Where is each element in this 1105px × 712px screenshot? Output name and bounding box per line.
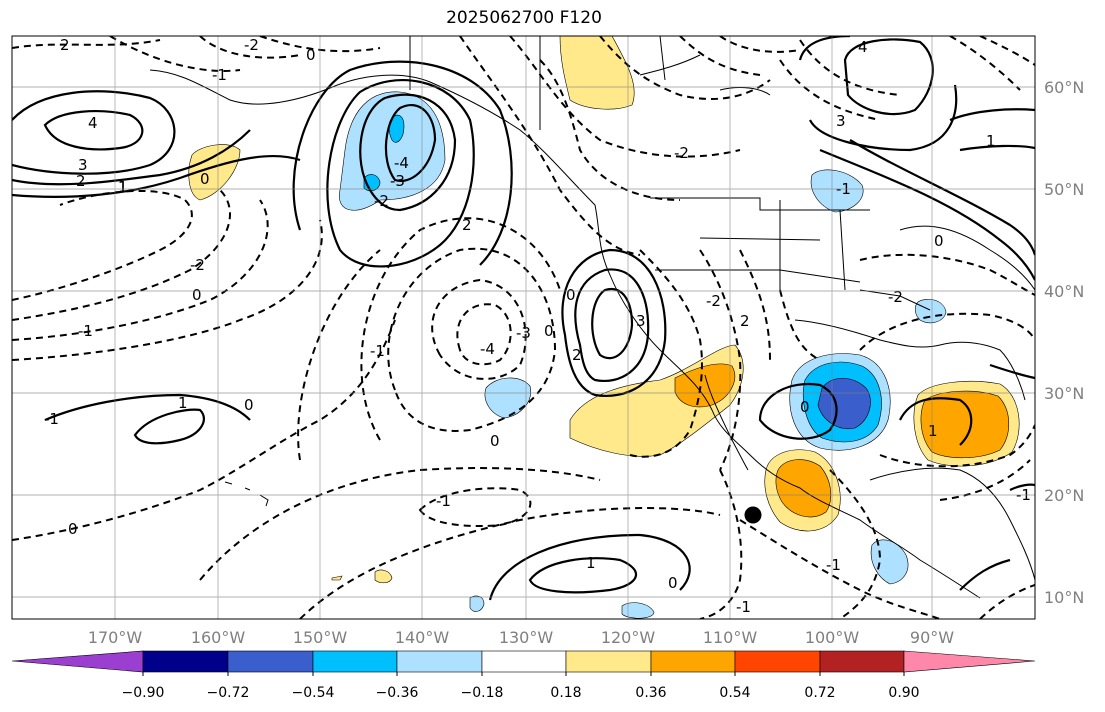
- contour-label: 2: [572, 346, 582, 364]
- contour-label: -2: [674, 144, 689, 162]
- colorbar-ticks: [142, 672, 905, 676]
- map-panel: 2 -2 -1 0 4 3 2 1 0 -4 -3 -2 1 0 -1 2 -2…: [12, 36, 1035, 619]
- colorbar-tick-label: 0.72: [804, 685, 835, 701]
- longitude-labels: 170°W 160°W 150°W 140°W 130°W 120°W 110°…: [88, 628, 954, 647]
- contour-label: 0: [934, 232, 944, 250]
- colorbar-tick-labels: −0.90 −0.72 −0.54 −0.36 −0.18 0.18 0.36 …: [122, 685, 920, 701]
- colorbar: [11, 650, 1036, 673]
- storm-center-dot: [744, 506, 762, 524]
- contour-label: -3: [516, 324, 531, 342]
- contours-dashed: [12, 36, 1035, 619]
- lat-label: 50°N: [1044, 180, 1084, 199]
- contour-label: 0: [68, 520, 78, 538]
- colorbar-tick-label: −0.90: [122, 685, 165, 701]
- contour-label: 2: [60, 36, 70, 54]
- contour-label: 1: [586, 554, 596, 572]
- lat-label: 20°N: [1044, 486, 1084, 505]
- contour-label: 2: [740, 312, 750, 330]
- contour-label: 4: [858, 38, 868, 56]
- contour-label: 0: [668, 574, 678, 592]
- contour-label: -2: [244, 36, 259, 54]
- contours-solid: [12, 36, 1035, 601]
- contour-label: 1: [118, 178, 128, 196]
- contour-label: 2: [462, 216, 472, 234]
- colorbar-tick-label: −0.72: [207, 685, 250, 701]
- chart-title: 2025062700 F120: [446, 8, 602, 28]
- lon-label: 150°W: [293, 628, 348, 647]
- lat-label: 10°N: [1044, 588, 1084, 607]
- contour-label: 1: [928, 422, 938, 440]
- colorbar-tick-label: −0.36: [376, 685, 419, 701]
- lon-label: 140°W: [395, 628, 450, 647]
- contour-label: 1: [118, 178, 128, 196]
- contour-label: -2: [374, 192, 389, 210]
- contour-labels: 2 -2 -1 0 4 3 2 1 0 -4 -3 -2 1 0 -1 2 -2…: [44, 36, 1031, 616]
- lon-label: 160°W: [191, 628, 246, 647]
- contour-label: -2: [190, 256, 205, 274]
- contour-label: 1: [986, 132, 996, 150]
- contour-label: 0: [192, 286, 202, 304]
- contour-label: -1: [78, 322, 93, 340]
- latitude-labels: 60°N 50°N 40°N 30°N 20°N 10°N: [1044, 78, 1084, 607]
- lon-label: 100°W: [805, 628, 860, 647]
- contour-label: 1: [178, 394, 188, 412]
- lon-label: 110°W: [703, 628, 758, 647]
- contour-label: -3: [390, 172, 405, 190]
- map-frame: [11, 35, 1036, 620]
- contour-label: -1: [436, 492, 451, 510]
- contour-label: 0: [200, 170, 210, 188]
- contour-label: 3: [78, 156, 88, 174]
- colorbar-tick-label: −0.18: [461, 685, 504, 701]
- lon-label: 130°W: [499, 628, 554, 647]
- lon-label: 90°W: [910, 628, 954, 647]
- colorbar-min-extend: [11, 650, 144, 673]
- contour-label: 0: [244, 396, 254, 414]
- contour-label: 0: [306, 46, 316, 64]
- contour-label: 0: [800, 398, 810, 416]
- colorbar-tick-label: 0.90: [888, 685, 919, 701]
- contour-label: 2: [76, 172, 86, 190]
- contour-label: 0: [566, 286, 576, 304]
- contour-label: 3: [836, 112, 846, 130]
- colorbar-tick-label: −0.54: [292, 685, 335, 701]
- lon-label: 170°W: [88, 628, 143, 647]
- contour-label: 0: [490, 432, 500, 450]
- contour-label: -1: [212, 66, 227, 84]
- contour-label: -2: [706, 292, 721, 310]
- colorbar-tick-label: 0.54: [719, 685, 750, 701]
- contour-label: -1: [736, 598, 751, 616]
- contour-label: -1: [44, 410, 59, 428]
- gridlines: [12, 36, 1035, 619]
- colorbar-tick-label: 0.36: [635, 685, 666, 701]
- contour-label: -4: [394, 154, 409, 172]
- colorbar-max-extend: [903, 650, 1036, 673]
- colorbar-tick-label: 0.18: [550, 685, 581, 701]
- contour-label: 4: [88, 114, 98, 132]
- lat-label: 60°N: [1044, 78, 1084, 97]
- lon-label: 120°W: [601, 628, 656, 647]
- lat-label: 30°N: [1044, 384, 1084, 403]
- lat-label: 40°N: [1044, 282, 1084, 301]
- contour-label: -1: [826, 556, 841, 574]
- contour-label: -4: [480, 340, 495, 358]
- contour-label: 3: [636, 312, 646, 330]
- contour-label: -2: [888, 288, 903, 306]
- contour-label: 0: [544, 322, 554, 340]
- contour-label: -1: [370, 342, 385, 360]
